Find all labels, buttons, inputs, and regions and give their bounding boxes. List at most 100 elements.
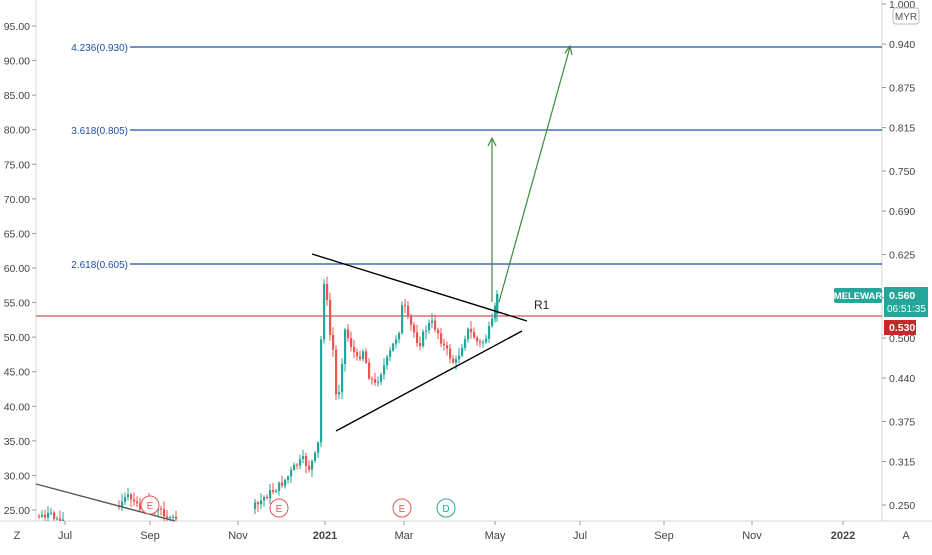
x-axis-tick-label: Sep xyxy=(654,530,674,542)
candle-body xyxy=(130,494,132,499)
event-marker-label: E xyxy=(399,504,406,515)
candle-body xyxy=(127,494,129,497)
candle-body xyxy=(365,351,367,362)
candle-body xyxy=(410,316,412,325)
candle-body xyxy=(260,500,262,504)
event-marker-label: D xyxy=(442,504,449,515)
candle-body xyxy=(458,356,460,360)
candle-body xyxy=(419,343,421,346)
candle-body xyxy=(470,329,472,332)
candle-body xyxy=(296,465,298,466)
candle-body xyxy=(434,321,436,330)
right-axis-tick-label: 0.690 xyxy=(889,206,915,218)
currency-label: MYR xyxy=(895,12,917,23)
candle-body xyxy=(485,339,487,342)
left-axis-tick-label: 60.00 xyxy=(4,263,30,275)
candle-body xyxy=(389,351,391,357)
candle-body xyxy=(383,365,385,374)
right-axis-tick-label: 0.625 xyxy=(889,250,915,262)
candle-body xyxy=(437,330,439,334)
candle-body xyxy=(305,456,307,466)
candle-body xyxy=(449,349,451,359)
right-axis-tick-label: 0.440 xyxy=(889,373,915,385)
candle-body xyxy=(404,305,406,306)
candle-body xyxy=(266,497,268,498)
candle-body xyxy=(377,382,379,383)
candle-body xyxy=(371,379,373,380)
candle-body xyxy=(136,502,138,504)
candle-body xyxy=(47,513,49,518)
candle-body xyxy=(341,364,343,392)
candle-body xyxy=(281,483,283,486)
right-axis-tick-label: 0.875 xyxy=(889,83,915,95)
candle-body xyxy=(263,497,265,500)
left-axis-tick-label: 95.00 xyxy=(4,21,30,33)
candle-body xyxy=(275,491,277,492)
bottom-left-label[interactable]: Z xyxy=(14,530,21,542)
candle-body xyxy=(293,465,295,470)
candle-body xyxy=(38,516,40,517)
candle-body xyxy=(53,513,55,519)
candle-body xyxy=(362,351,364,359)
right-axis-tick-label: 0.815 xyxy=(889,123,915,135)
left-axis-tick-label: 35.00 xyxy=(4,436,30,448)
symbol-label: MELEWAR xyxy=(834,291,883,302)
candle-body xyxy=(163,509,165,516)
candle-body xyxy=(314,453,316,461)
candle-body xyxy=(395,339,397,343)
candle-body xyxy=(308,466,310,470)
candle-body xyxy=(287,476,289,480)
candle-body xyxy=(431,321,433,323)
candle-body xyxy=(257,502,259,504)
last-price-label: 0.560 xyxy=(889,290,915,302)
candle-body xyxy=(284,480,286,486)
candle-body xyxy=(392,344,394,351)
plot-area[interactable] xyxy=(36,0,882,521)
left-axis-tick-label: 80.00 xyxy=(4,125,30,137)
candle-body xyxy=(44,515,46,518)
candle-body xyxy=(41,515,43,517)
candle-body xyxy=(269,490,271,498)
right-axis-tick-label: 0.375 xyxy=(889,417,915,429)
candle-body xyxy=(491,319,493,326)
candle-body xyxy=(290,470,292,477)
bottom-right-label[interactable]: A xyxy=(902,530,910,542)
candle-body xyxy=(172,517,174,518)
candle-body xyxy=(254,502,256,509)
candle-body xyxy=(422,332,424,346)
x-axis-tick-label: Mar xyxy=(395,530,414,542)
candle-body xyxy=(317,442,319,452)
candle-body xyxy=(455,359,457,362)
x-axis-tick-label: 2021 xyxy=(313,530,337,542)
left-axis-tick-label: 90.00 xyxy=(4,56,30,68)
candle-body xyxy=(353,347,355,352)
left-axis-tick-label: 55.00 xyxy=(4,298,30,310)
candle-body xyxy=(440,333,442,344)
resistance-label: R1 xyxy=(534,298,550,312)
candle-body xyxy=(380,375,382,382)
candle-body xyxy=(50,513,52,514)
candle-body xyxy=(425,330,427,331)
right-axis-tick-label: 0.315 xyxy=(889,457,915,469)
candle-body xyxy=(329,300,331,335)
candle-body xyxy=(359,356,361,359)
candle-body xyxy=(401,305,403,333)
candle-body xyxy=(299,459,301,465)
candle-body xyxy=(320,340,322,443)
candle-body xyxy=(323,284,325,340)
x-axis-tick-label: Jul xyxy=(58,530,72,542)
candle-body xyxy=(428,323,430,331)
left-axis-tick-label: 45.00 xyxy=(4,367,30,379)
candle-body xyxy=(476,338,478,342)
candle-body xyxy=(347,330,349,338)
candle-body xyxy=(302,456,304,459)
left-axis-tick-label: 70.00 xyxy=(4,194,30,206)
candle-body xyxy=(332,335,334,350)
candle-body xyxy=(169,517,171,518)
candle-body xyxy=(160,509,162,510)
candle-body xyxy=(124,497,126,502)
x-axis-tick-label: Nov xyxy=(228,530,248,542)
left-axis-tick-label: 30.00 xyxy=(4,470,30,482)
